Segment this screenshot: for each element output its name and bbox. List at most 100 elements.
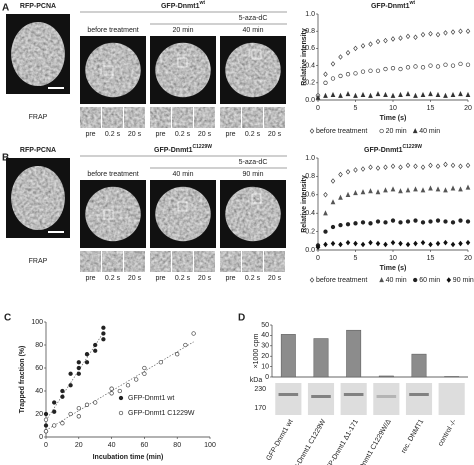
panel-label: B	[2, 153, 9, 164]
marker	[330, 199, 336, 205]
condition: 20 min	[172, 27, 193, 34]
x-tick-label: 10	[389, 105, 397, 112]
y-tick-label: 10	[261, 363, 269, 370]
marker	[345, 222, 351, 227]
marker	[360, 91, 366, 97]
marker	[450, 241, 456, 248]
cell	[225, 186, 281, 242]
frap-time: 20 s	[268, 131, 282, 138]
marker	[443, 239, 448, 246]
fit-line	[45, 332, 104, 421]
marker	[428, 63, 433, 68]
marker	[52, 409, 57, 414]
legend-label: 40 min	[419, 128, 440, 135]
frap-frame	[80, 107, 101, 128]
frap-frame	[150, 251, 171, 272]
y-tick-label: 0.2	[305, 80, 315, 87]
marker	[450, 63, 456, 68]
marker	[345, 191, 351, 197]
marker	[413, 186, 418, 192]
marker	[390, 186, 396, 192]
blot-marker: 170	[254, 405, 266, 412]
marker	[360, 189, 366, 195]
frap-time: 0.2 s	[245, 131, 261, 138]
frap-time: pre	[85, 131, 95, 138]
legend-label: 40 min	[386, 277, 407, 284]
marker	[360, 69, 366, 74]
blot-band	[376, 395, 397, 398]
marker	[76, 371, 81, 376]
marker	[330, 91, 336, 97]
marker	[420, 239, 426, 246]
legend-marker	[379, 128, 384, 134]
marker	[315, 244, 321, 250]
marker	[420, 31, 426, 38]
marker	[405, 241, 411, 248]
marker	[68, 383, 73, 388]
marker	[420, 187, 426, 193]
y-tick-label: 0	[39, 434, 43, 441]
y-tick-label: 80	[35, 342, 43, 349]
frap-time: pre	[155, 131, 165, 138]
marker	[353, 92, 358, 98]
marker	[458, 91, 463, 97]
frap-frame	[172, 107, 193, 128]
y-tick-label: 0.6	[305, 192, 315, 199]
frap-time: pre	[225, 131, 235, 138]
x-tick-label: 5	[354, 105, 358, 112]
marker	[435, 163, 441, 170]
frap-frame	[194, 107, 215, 128]
marker	[398, 240, 403, 247]
marker	[353, 167, 358, 173]
marker	[428, 185, 433, 191]
frap-frame	[242, 107, 263, 128]
marker	[458, 218, 463, 223]
marker	[109, 391, 114, 396]
marker	[118, 395, 124, 401]
marker	[443, 30, 448, 36]
legend-label: GFP-Dnmt1 wt	[128, 395, 174, 402]
marker	[390, 92, 396, 98]
blot-marker: 230	[254, 386, 266, 393]
marker	[368, 41, 373, 47]
marker	[338, 223, 343, 228]
marker	[383, 37, 388, 44]
marker	[428, 162, 433, 169]
condition: before treatment	[87, 171, 138, 178]
y-axis-title: Relative intensity	[301, 175, 308, 233]
marker	[338, 54, 343, 60]
marker	[52, 423, 57, 428]
marker	[375, 68, 381, 73]
x-tick-label: 0	[316, 255, 320, 262]
frap-time: pre	[225, 275, 235, 282]
condition: 90 min	[242, 171, 263, 178]
title-sup: C1229W	[403, 144, 423, 150]
marker	[458, 28, 463, 34]
marker	[175, 352, 180, 357]
cell	[11, 22, 65, 86]
marker	[375, 165, 381, 171]
frap-frame	[124, 251, 145, 272]
marker	[368, 188, 373, 194]
construct: GFP-Dnmt1	[154, 147, 193, 154]
marker	[390, 239, 396, 246]
marker	[353, 71, 358, 76]
chart-title: GFP-Dnmt1C1229W	[364, 144, 422, 154]
marker	[398, 66, 403, 72]
bleach-roi	[103, 65, 114, 76]
frap-frame	[124, 107, 145, 128]
frap-frame	[102, 251, 123, 272]
x-tick-label: 20	[75, 442, 83, 449]
bar	[444, 376, 460, 378]
marker	[360, 166, 366, 172]
y-tick-label: 30	[261, 343, 269, 350]
marker	[465, 184, 471, 190]
marker	[405, 187, 411, 193]
marker	[428, 219, 433, 224]
x-tick-label: 40	[108, 442, 116, 449]
marker	[398, 91, 403, 97]
header: GFP-Dnmt1C1229W	[154, 144, 212, 154]
y-tick-label: 100	[31, 319, 43, 326]
blot-lane	[340, 383, 367, 415]
marker	[76, 414, 81, 419]
